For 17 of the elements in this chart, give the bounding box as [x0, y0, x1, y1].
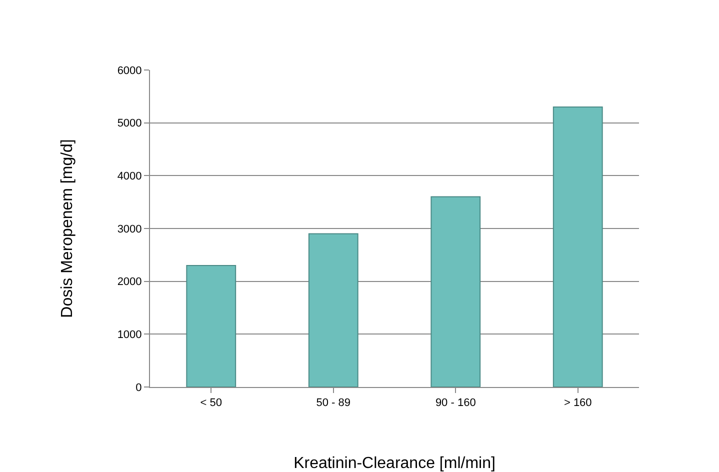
y-tick-label: 1000 [117, 329, 142, 342]
bar [552, 106, 603, 387]
y-tick-label: 3000 [117, 223, 142, 236]
y-tick-label: 0 [136, 382, 142, 394]
bar [186, 264, 236, 387]
x-tick-label: 90 - 160 [435, 397, 476, 410]
bar [430, 196, 481, 387]
y-axis-title: Dosis Meropenem [mg/d] [59, 139, 76, 318]
x-tick-label: > 160 [564, 397, 592, 410]
y-tick-label: 6000 [117, 64, 142, 77]
y-tick-label: 4000 [117, 170, 142, 183]
x-tick-label: 50 - 89 [316, 397, 351, 410]
x-axis-title: Kreatinin-Clearance [ml/min] [294, 455, 496, 472]
y-tick-label: 2000 [117, 276, 142, 288]
y-tick-label: 5000 [117, 118, 142, 130]
bar [308, 233, 358, 387]
x-tick-label: < 50 [200, 397, 222, 410]
